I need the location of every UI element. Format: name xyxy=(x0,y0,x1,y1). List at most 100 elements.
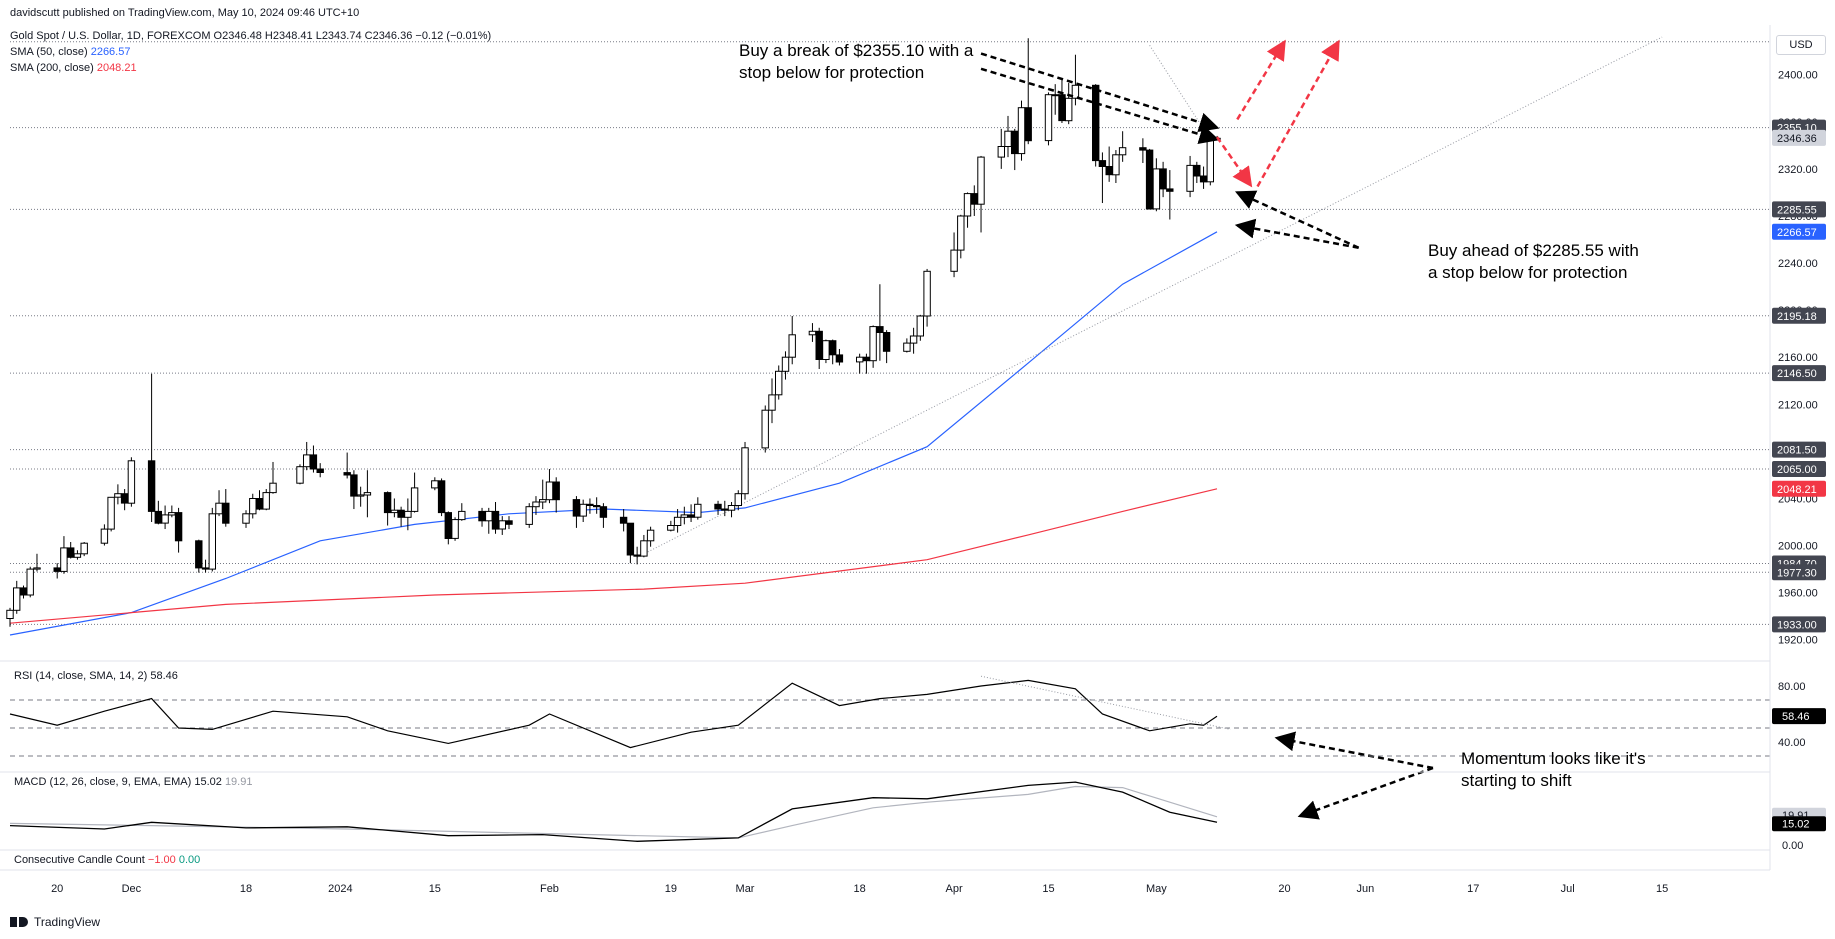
candle xyxy=(383,491,392,526)
red-arrow xyxy=(1256,39,1340,188)
candle-body xyxy=(633,554,641,557)
currency-button[interactable]: USD xyxy=(1776,35,1826,55)
candle xyxy=(741,441,749,500)
candle-body xyxy=(478,510,486,522)
candle-body xyxy=(1092,84,1100,162)
candle xyxy=(815,327,823,369)
candle-body xyxy=(195,540,203,569)
price-tick-label: 2320.00 xyxy=(1778,164,1818,176)
candle xyxy=(242,510,250,528)
candle-body xyxy=(822,340,830,361)
candle xyxy=(579,499,587,522)
candle xyxy=(633,546,641,565)
candle-body xyxy=(862,356,871,362)
candle-body xyxy=(356,494,365,497)
candle-body xyxy=(1098,160,1107,168)
macd-value: 15.02 xyxy=(194,776,222,788)
candle-body xyxy=(390,509,399,514)
candle-body xyxy=(640,540,648,557)
candle xyxy=(539,479,547,510)
candle xyxy=(1071,54,1080,106)
candle xyxy=(667,520,675,532)
level-badge-bg xyxy=(1772,307,1826,324)
candle xyxy=(545,469,554,504)
level-badge: 2065.00 xyxy=(1777,464,1817,476)
level-badge: 2285.55 xyxy=(1777,204,1817,216)
candle-body xyxy=(201,567,210,570)
candle xyxy=(714,500,722,515)
candle xyxy=(835,348,844,366)
rsi-pane: 40.00 80.00 58.46 xyxy=(9,675,1826,757)
candle-body xyxy=(431,480,439,489)
candle xyxy=(431,477,439,491)
candle-body xyxy=(316,468,324,473)
candle-body xyxy=(727,505,736,511)
candle xyxy=(1145,148,1154,210)
candle xyxy=(19,585,28,599)
rsi-legend[interactable]: RSI (14, close, SMA, 14, 2) 58.46 xyxy=(14,670,178,682)
candle-body xyxy=(1044,94,1053,142)
candle xyxy=(552,477,560,513)
tradingview-logo-text: TradingView xyxy=(34,915,101,929)
candle-body xyxy=(1017,107,1026,155)
macd-legend[interactable]: MACD (12, 26, close, 9, EMA, EMA) 15.02 … xyxy=(14,776,252,788)
candle xyxy=(822,339,830,364)
candle-body xyxy=(781,356,790,372)
time-tick-label: 18 xyxy=(240,883,252,895)
rsi-label: RSI (14, close, SMA, 14, 2) xyxy=(14,670,148,682)
candle-body xyxy=(788,334,796,358)
candle-body xyxy=(1186,164,1194,192)
candle-body xyxy=(741,447,749,495)
price-tick-label: 2160.00 xyxy=(1778,352,1818,364)
candle-body xyxy=(363,492,372,496)
sma50-legend[interactable]: SMA (50, close) 2266.57 xyxy=(10,46,130,58)
price-tick-label: 2400.00 xyxy=(1778,70,1818,82)
time-tick-label: 15 xyxy=(1656,883,1668,895)
candle xyxy=(249,493,257,519)
candle xyxy=(1105,146,1113,182)
candle-body xyxy=(808,330,817,336)
candle-body xyxy=(437,480,446,514)
candles-layer xyxy=(6,38,1221,627)
candle-body xyxy=(619,516,628,524)
candle xyxy=(572,496,581,528)
level-badge-bg xyxy=(1772,616,1826,633)
sma50-badge: 2266.57 xyxy=(1777,227,1817,239)
arrows-layer xyxy=(980,39,1434,820)
candle xyxy=(619,509,628,532)
candle-body xyxy=(1139,147,1147,151)
candle-body xyxy=(410,487,419,512)
candle xyxy=(721,500,729,517)
candle xyxy=(640,534,648,558)
candle-body xyxy=(114,493,122,498)
candle xyxy=(1017,100,1026,161)
candle xyxy=(788,316,796,365)
candle xyxy=(781,351,790,380)
moving-averages-layer xyxy=(9,231,1218,636)
trendline xyxy=(636,36,1663,558)
candle-body xyxy=(761,409,769,449)
candle xyxy=(775,365,783,400)
black-arrow xyxy=(980,67,1220,145)
candle xyxy=(1112,150,1120,184)
candle xyxy=(410,472,419,513)
candle-body xyxy=(626,522,635,556)
candle-body xyxy=(451,519,459,539)
candle-body xyxy=(67,547,75,558)
sma200-label: SMA (200, close) xyxy=(10,62,94,74)
candle-body xyxy=(646,529,655,542)
trendline-layer xyxy=(636,36,1663,558)
ccc-legend[interactable]: Consecutive Candle Count −1.00 0.00 xyxy=(14,854,200,866)
tradingview-logo[interactable]: TradingView xyxy=(10,915,100,929)
candle-body xyxy=(957,215,965,251)
red-arrow xyxy=(1236,39,1286,121)
candle xyxy=(363,470,372,518)
candle xyxy=(876,284,884,361)
time-tick-label: Jun xyxy=(1357,883,1375,895)
sma200-legend[interactable]: SMA (200, close) 2048.21 xyxy=(10,62,137,74)
rsi-badge-bg xyxy=(1772,708,1826,725)
candle-body xyxy=(1004,130,1012,147)
candle xyxy=(626,522,635,564)
